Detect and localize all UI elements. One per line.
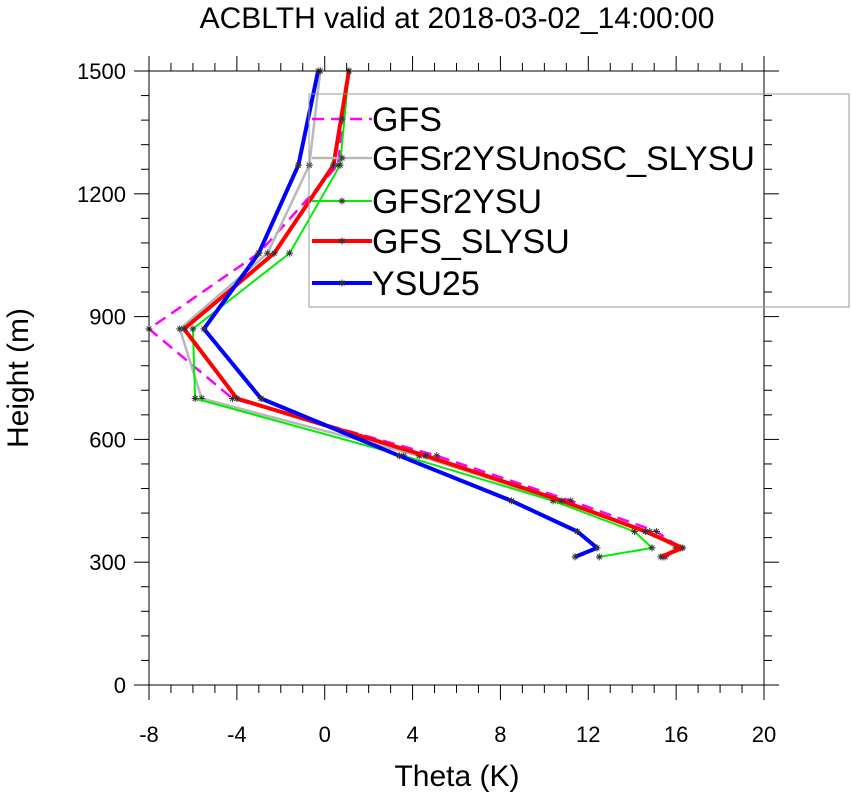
- series-3-point: [679, 544, 687, 552]
- series-2-point: [286, 249, 294, 257]
- series-3-point: [422, 452, 430, 460]
- series-4-point: [507, 497, 515, 505]
- axis-ticks: -8 -4 0 4 8 12 16 20 0 300 600 900 1200 1500: [77, 56, 779, 747]
- series-2-point: [648, 544, 656, 552]
- legend-marker-4: [338, 279, 346, 287]
- legend-marker-0: [338, 115, 346, 123]
- legend-label-3: GFS_SLYSU: [372, 223, 570, 261]
- legend-label-4: YSU25: [372, 265, 480, 303]
- series-4-point: [200, 325, 208, 333]
- chart-title: ACBLTH valid at 2018-03-02_14:00:00: [200, 2, 715, 35]
- series-4-point: [294, 161, 302, 169]
- x-tick-label: 4: [406, 722, 418, 747]
- series-2-point: [191, 394, 199, 402]
- series-4-point: [573, 528, 581, 535]
- series-3-point: [233, 394, 241, 402]
- series-3-point: [180, 325, 188, 333]
- y-tick-label: 300: [89, 550, 126, 575]
- series-line-2: [191, 70, 653, 558]
- legend-label-2: GFSr2YSU: [372, 183, 542, 221]
- series-4-point: [257, 394, 265, 402]
- x-tick-label: 0: [319, 722, 331, 747]
- series-3-point: [330, 161, 337, 169]
- legend-marker-2: [338, 197, 346, 205]
- series-4-point: [571, 553, 579, 561]
- x-tick-label: 8: [494, 722, 506, 747]
- legend-label-1: GFSr2YSUnoSC_SLYSU: [372, 140, 755, 178]
- legend-box: [308, 93, 850, 308]
- x-tick-label: 20: [752, 722, 776, 747]
- legend-label-0: GFS: [372, 101, 442, 139]
- y-axis-label: Height (m): [2, 308, 35, 448]
- series-3-point: [270, 249, 278, 257]
- series-line-4: [201, 70, 600, 559]
- x-tick-label: 16: [664, 722, 688, 747]
- series-2-point: [336, 161, 344, 169]
- x-tick-label: 12: [576, 722, 600, 747]
- series-3-point: [558, 497, 566, 505]
- series-3-point: [641, 528, 649, 535]
- series-2-point: [595, 553, 603, 561]
- legend-marker-1: [338, 154, 346, 162]
- x-tick-label: -8: [139, 722, 159, 747]
- series-4-point: [395, 452, 403, 460]
- y-tick-label: 1200: [77, 182, 126, 207]
- series-2-point: [189, 325, 197, 333]
- y-tick-label: 1500: [77, 59, 126, 84]
- y-tick-label: 0: [114, 673, 126, 698]
- series-3-point: [657, 553, 665, 561]
- y-tick-label: 900: [89, 305, 126, 330]
- x-axis-label: Theta (K): [394, 760, 519, 793]
- plot-lines: [145, 67, 687, 561]
- legend-marker-3: [338, 237, 346, 245]
- y-tick-label: 600: [89, 427, 126, 452]
- series-4-point: [255, 249, 263, 257]
- x-tick-label: -4: [227, 722, 247, 747]
- series-4-point: [593, 544, 601, 552]
